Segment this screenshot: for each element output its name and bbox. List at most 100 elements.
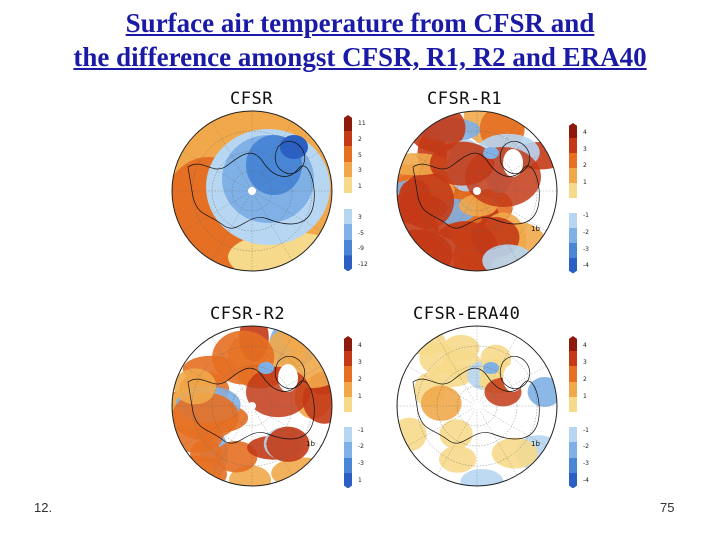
greenland-outline — [499, 140, 531, 175]
longitude-line — [407, 405, 478, 447]
map-panel-cfsr: CFSR 11 2 5 3 1 3 -5 -9 -12 — [160, 85, 370, 280]
colorbar-tick-label: 2 — [358, 375, 362, 383]
colorbar-tick-label: 3 — [583, 145, 587, 153]
longitude-line — [436, 336, 478, 407]
longitude-line — [251, 365, 322, 407]
longitude-line — [251, 405, 293, 476]
slide-title: Surface air temperature from CFSR and th… — [0, 6, 720, 74]
map-panel-cfsr-r1: CFSR-R1 1b 4 3 2 1 -1 -2 -3 -4 — [385, 85, 595, 280]
colorbar-tick-label: -2 — [583, 229, 589, 236]
colorbar-segment — [344, 161, 352, 178]
map-warm-anomaly — [439, 419, 473, 449]
colorbar-segment — [344, 146, 352, 163]
longitude-line — [211, 121, 253, 192]
colorbar-segment — [569, 351, 577, 367]
colorbar-segment — [344, 224, 352, 241]
map-panel-cfsr-era40: CFSR-ERA40 1b 4 3 2 1 -1 -2 -3 -4 — [385, 300, 595, 495]
colorbar-segment — [344, 336, 352, 352]
colorbar-segment — [344, 427, 352, 443]
colorbar-segment — [569, 427, 577, 443]
longitude-line — [476, 365, 547, 407]
map-warm-anomaly — [432, 221, 498, 271]
coastline — [187, 152, 315, 229]
colorbar-segment — [569, 336, 577, 352]
colorbar-segment — [569, 442, 577, 459]
coastline — [412, 367, 540, 444]
longitude-line — [211, 336, 253, 407]
colorbar-tick-label: 3 — [358, 359, 362, 367]
colorbar-tick-label: 1 — [358, 182, 362, 190]
colorbar-segment — [569, 183, 577, 199]
map-hotspot — [246, 366, 310, 418]
map-cold-anomaly — [460, 468, 504, 486]
polar-map-cfsr-r1: 1b — [396, 110, 558, 272]
map-warm-anomaly — [419, 343, 457, 375]
longitude-line — [251, 405, 322, 447]
greenland-outline — [274, 355, 306, 390]
colorbar-segment — [569, 153, 577, 169]
colorbar-tick-label: -9 — [358, 245, 364, 253]
colorbar-segment — [569, 123, 577, 139]
longitude-line — [251, 190, 322, 232]
map-warm-anomaly — [439, 445, 477, 473]
colorbar-tick-label: 4 — [583, 129, 587, 136]
map-warm-anomaly — [266, 426, 310, 462]
colorbar-segment — [569, 168, 577, 184]
colorbar-tick-label: 3 — [583, 359, 587, 367]
map-cold-anomaly — [527, 376, 557, 407]
footer-date: 12. — [34, 500, 53, 515]
map-cold-anomaly — [172, 463, 202, 486]
colorbar-tick-label: 3 — [358, 167, 362, 175]
longitude-line — [407, 365, 478, 407]
map-border — [396, 325, 558, 487]
map-cold-anomaly — [258, 362, 274, 374]
longitude-line — [182, 190, 253, 232]
longitude-line — [251, 121, 293, 192]
north-pole-marker — [473, 402, 481, 410]
map-fill-coldest — [280, 135, 308, 159]
colorbar-tick-label: 11 — [358, 120, 366, 128]
longitude-line — [476, 190, 547, 232]
map-neutral-patch — [503, 149, 523, 177]
longitude-line — [476, 336, 518, 407]
map-warm-anomaly — [271, 457, 332, 486]
map-neutral-patch — [503, 364, 523, 392]
colorbar-segment — [344, 396, 352, 413]
latitude-circle — [456, 170, 498, 212]
longitude-line — [436, 190, 478, 261]
colorbar-tick-label: 1 — [358, 392, 362, 400]
greenland-outline — [274, 140, 306, 175]
north-pole-marker — [248, 402, 256, 410]
colorbar-tick-label: 2 — [358, 135, 362, 143]
colorbar-tick-label: 4 — [583, 342, 587, 350]
colorbar-tick-label: -2 — [358, 443, 364, 451]
longitude-line — [476, 121, 518, 192]
colorbar-segment — [569, 366, 577, 383]
map-cold-anomaly — [483, 362, 499, 374]
colorbar-tick-label: -4 — [583, 477, 589, 485]
colorbar-segment — [569, 243, 577, 259]
map-warm-anomaly — [229, 465, 272, 486]
longitude-line — [182, 405, 253, 447]
longitude-line — [407, 150, 478, 192]
colorbar-segment — [344, 193, 352, 210]
colorbar-tick-label: 3 — [358, 213, 362, 221]
longitude-line — [182, 365, 253, 407]
title-line-2: the difference amongst CFSR, R1, R2 and … — [73, 42, 647, 72]
map-neutral-patch — [278, 364, 298, 392]
longitude-line — [436, 405, 478, 476]
colorbar-tick-label: 1 — [583, 179, 587, 186]
map-warm-anomaly — [215, 440, 258, 473]
map-warm-anomaly — [172, 392, 239, 441]
longitude-line — [251, 336, 293, 407]
coastline — [187, 367, 315, 444]
greenland-outline — [499, 355, 531, 390]
colorbar-tick-label: -1 — [358, 426, 364, 434]
longitude-line — [476, 405, 518, 476]
map-warm-anomaly — [420, 385, 462, 421]
page-number: 75 — [660, 500, 675, 515]
colorbar-tick-label: -1 — [583, 212, 589, 220]
colorbar-segment — [569, 228, 577, 244]
longitude-line — [251, 150, 322, 192]
map-warm-anomaly — [397, 417, 427, 452]
